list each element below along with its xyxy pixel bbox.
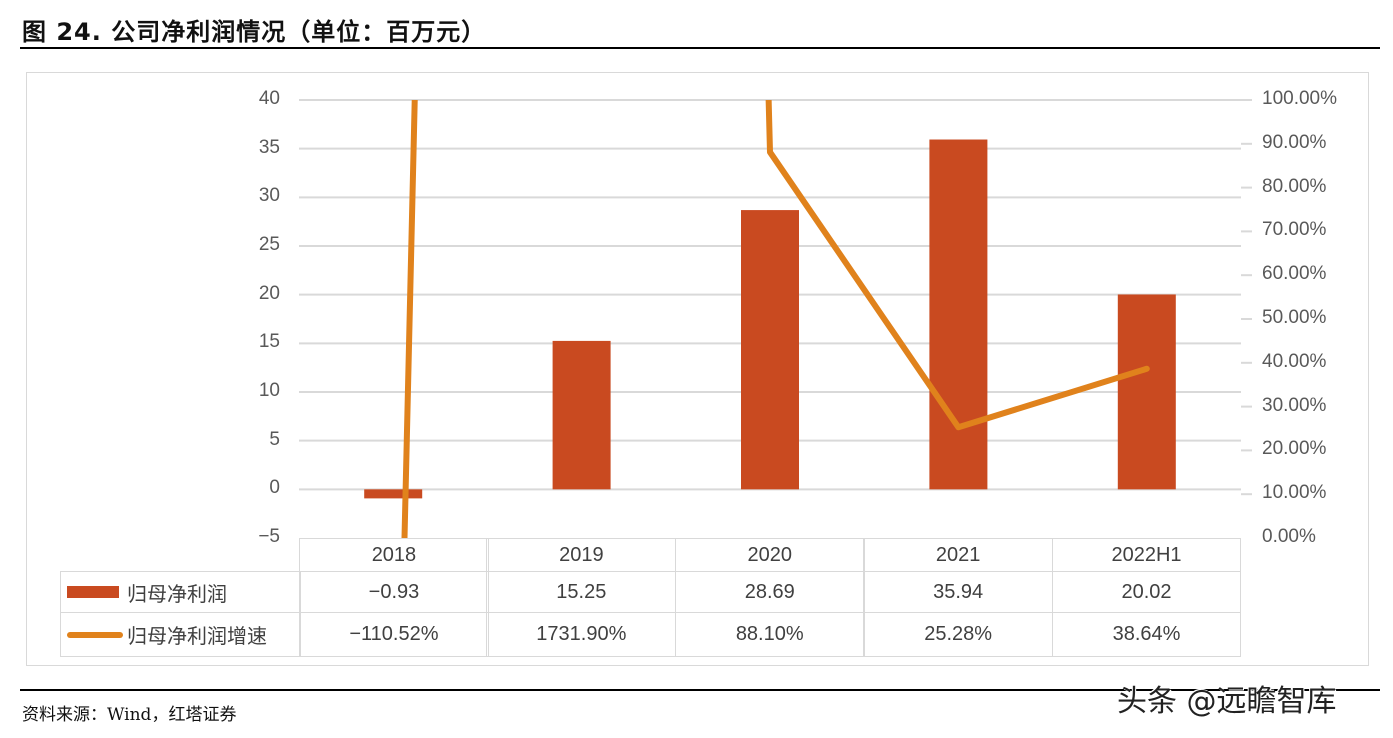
legend-cell-net-profit: 归母净利润 (60, 571, 301, 613)
watermark: 头条 @远瞻智库 (1117, 684, 1337, 719)
bar-2020 (741, 210, 799, 490)
left-axis-tick: 30 (258, 185, 280, 207)
table-cell: 15.25 (486, 571, 677, 613)
right-axis-tick: 90.00% (1262, 131, 1327, 153)
table-cell: 35.94 (863, 571, 1054, 613)
legend-label: 归母净利润 (127, 581, 227, 606)
left-axis-tick: 10 (258, 380, 280, 401)
table-header-2018: 2018 (299, 538, 489, 572)
right-axis-tick: 70.00% (1262, 219, 1327, 241)
bar-2018 (364, 489, 423, 499)
legend-label: 归母净利润增速 (127, 624, 267, 648)
legend-cell-growth: 归母净利润增速 (60, 612, 301, 657)
right-axis-tickmarks (1241, 99, 1252, 496)
table-cell: 88.10% (674, 612, 865, 657)
source-note: 资料来源：Wind，红塔证券 (22, 705, 237, 725)
table-header-2022H1: 2022H1 (1051, 538, 1242, 572)
right-axis-tick: 0.00% (1262, 526, 1316, 547)
bottom-rule (20, 689, 1380, 691)
bar-2019 (552, 340, 611, 490)
line-series (401, 100, 1150, 538)
table-cell: 1731.90% (486, 612, 677, 657)
left-axis-tick: 25 (258, 234, 280, 255)
figure-title: 图 24. 公司净利润情况（单位：百万元） (22, 18, 487, 46)
right-axis-tick: 60.00% (1262, 263, 1327, 285)
right-axis-tick: 50.00% (1262, 307, 1327, 328)
bar-series (364, 139, 1176, 499)
table-header-2021: 2021 (863, 538, 1054, 572)
legend-line-swatch-icon (67, 631, 123, 638)
table-cell: 20.02 (1051, 571, 1242, 613)
table-header-2019: 2019 (486, 538, 677, 572)
table-header-2020: 2020 (674, 538, 865, 572)
left-axis-tick: 0 (269, 477, 280, 499)
table-cell: −0.93 (299, 571, 489, 613)
right-axis-tick: 100.00% (1262, 88, 1338, 109)
right-axis-tick: 20.00% (1262, 438, 1327, 460)
bar-2021 (929, 139, 988, 490)
bar-2022H1 (1117, 294, 1176, 490)
chart-frame (26, 72, 1369, 666)
right-axis-tick: 10.00% (1262, 482, 1327, 504)
left-axis-tick: 35 (258, 136, 280, 158)
legend-bar-swatch-icon (67, 586, 119, 598)
left-axis-tick: 20 (258, 282, 280, 304)
left-axis-tick: 40 (258, 88, 280, 109)
left-axis-tick: 5 (269, 428, 280, 450)
left-axis-tick: −5 (258, 526, 280, 547)
table-cell: 25.28% (863, 612, 1054, 657)
table-cell: 38.64% (1051, 612, 1242, 657)
right-axis-tick: 30.00% (1262, 394, 1327, 416)
table-cell: −110.52% (299, 612, 489, 657)
right-axis-tick: 80.00% (1262, 175, 1327, 197)
right-axis-tick: 40.00% (1262, 350, 1327, 372)
left-axis-tick: 15 (258, 331, 280, 353)
top-rule (20, 47, 1380, 49)
table-cell: 28.69 (674, 571, 865, 613)
